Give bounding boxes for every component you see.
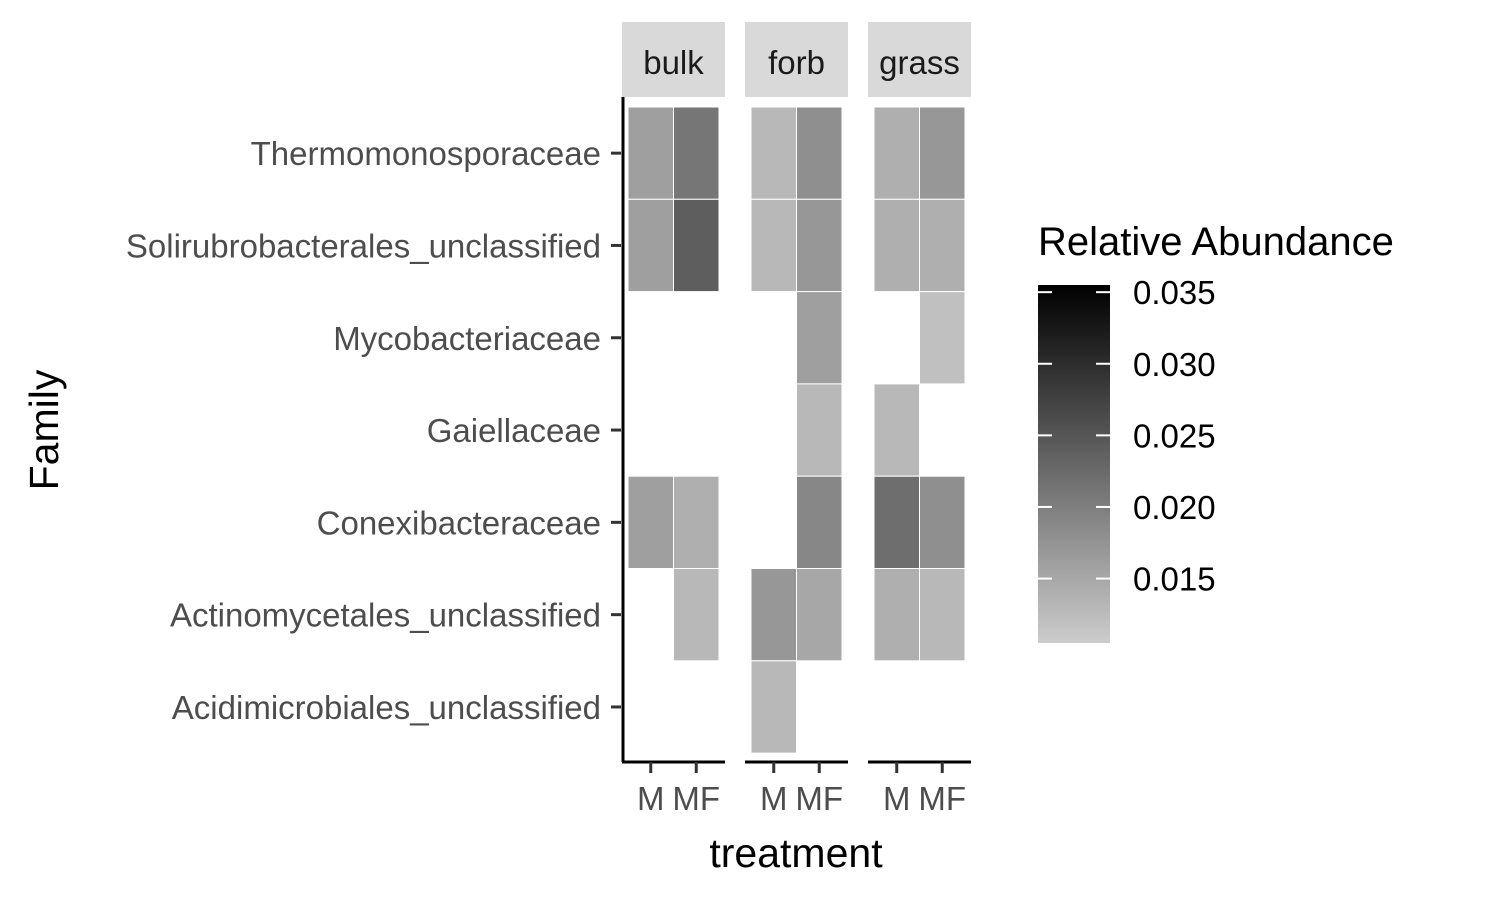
- heatmap-cell-grass-m-thermomonosporaceae: [873, 106, 920, 200]
- heatmap-cell-grass-m-conexibacteraceae: [873, 475, 920, 570]
- legend-title: Relative Abundance: [1038, 220, 1394, 264]
- heatmap-cell-grass-mf-actinomycetales-unclassified: [919, 568, 966, 662]
- y-tick-label-actinomycetales-unclassified: Actinomycetales_unclassified: [170, 597, 601, 634]
- x-tick-label-grass-mf: MF: [918, 780, 966, 817]
- heatmap-cell-bulk-m-conexibacteraceae: [627, 475, 674, 570]
- legend-tick-label-2: 0.025: [1133, 417, 1216, 454]
- facet-label-forb: forb: [768, 44, 825, 81]
- heatmap-cell-forb-m-solirubrobacterales-unclassified: [750, 198, 797, 293]
- x-tick-label-forb-m: M: [760, 780, 788, 817]
- facet-strip-forb: [745, 22, 848, 97]
- y-tick-label-thermomonosporaceae: Thermomonosporaceae: [251, 135, 601, 172]
- heatmap-cell-grass-mf-conexibacteraceae: [919, 475, 966, 570]
- heatmap-cell-forb-m-thermomonosporaceae: [750, 106, 797, 200]
- heatmap-cell-grass-m-solirubrobacterales-unclassified: [873, 198, 920, 293]
- heatmap-cell-forb-m-acidimicrobiales-unclassified: [750, 660, 797, 754]
- legend-colorbar: [1038, 285, 1110, 643]
- heatmap-cell-forb-m-actinomycetales-unclassified: [750, 568, 797, 662]
- heatmap-cell-bulk-mf-actinomycetales-unclassified: [673, 568, 720, 662]
- legend-tick-label-1: 0.020: [1133, 489, 1216, 526]
- heatmap-cell-grass-mf-mycobacteriaceae: [919, 291, 966, 385]
- x-tick-label-grass-m: M: [883, 780, 911, 817]
- heatmap-cell-forb-mf-conexibacteraceae: [796, 475, 843, 570]
- facet-strip-bulk: [622, 22, 725, 97]
- y-tick-label-solirubrobacterales-unclassified: Solirubrobacterales_unclassified: [126, 227, 601, 264]
- x-tick-label-bulk-m: M: [637, 780, 665, 817]
- facet-label-grass: grass: [879, 44, 960, 81]
- y-tick-label-conexibacteraceae: Conexibacteraceae: [317, 504, 601, 541]
- heatmap-cell-forb-mf-gaiellaceae: [796, 383, 843, 477]
- heatmap-cell-grass-m-actinomycetales-unclassified: [873, 568, 920, 662]
- y-tick-label-acidimicrobiales-unclassified: Acidimicrobiales_unclassified: [172, 689, 601, 726]
- legend-tick-label-4: 0.035: [1133, 274, 1216, 311]
- facet-strip-grass: [868, 22, 971, 97]
- heatmap-cell-grass-mf-thermomonosporaceae: [919, 106, 966, 200]
- heatmap-cell-grass-m-gaiellaceae: [873, 383, 920, 477]
- legend-tick-label-0: 0.015: [1133, 561, 1216, 598]
- y-tick-label-mycobacteriaceae: Mycobacteriaceae: [333, 320, 601, 357]
- x-tick-label-forb-mf: MF: [795, 780, 843, 817]
- y-axis-title: Family: [21, 369, 67, 490]
- y-tick-label-gaiellaceae: Gaiellaceae: [427, 412, 601, 449]
- heatmap-cell-forb-mf-solirubrobacterales-unclassified: [796, 198, 843, 293]
- heatmap-cell-forb-mf-actinomycetales-unclassified: [796, 568, 843, 662]
- x-axis-title: treatment: [709, 830, 883, 876]
- legend-tick-label-3: 0.030: [1133, 346, 1216, 383]
- facet-label-bulk: bulk: [643, 44, 704, 81]
- heatmap-cell-bulk-mf-thermomonosporaceae: [673, 106, 720, 200]
- heatmap-cell-bulk-mf-solirubrobacterales-unclassified: [673, 198, 720, 293]
- heatmap-cell-forb-mf-thermomonosporaceae: [796, 106, 843, 200]
- x-tick-label-bulk-mf: MF: [672, 780, 720, 817]
- heatmap-cell-grass-mf-solirubrobacterales-unclassified: [919, 198, 966, 293]
- heatmap-cell-bulk-mf-conexibacteraceae: [673, 475, 720, 570]
- heatmap-cell-bulk-m-solirubrobacterales-unclassified: [627, 198, 674, 293]
- heatmap-cell-forb-mf-mycobacteriaceae: [796, 291, 843, 385]
- heatmap-cell-bulk-m-thermomonosporaceae: [627, 106, 674, 200]
